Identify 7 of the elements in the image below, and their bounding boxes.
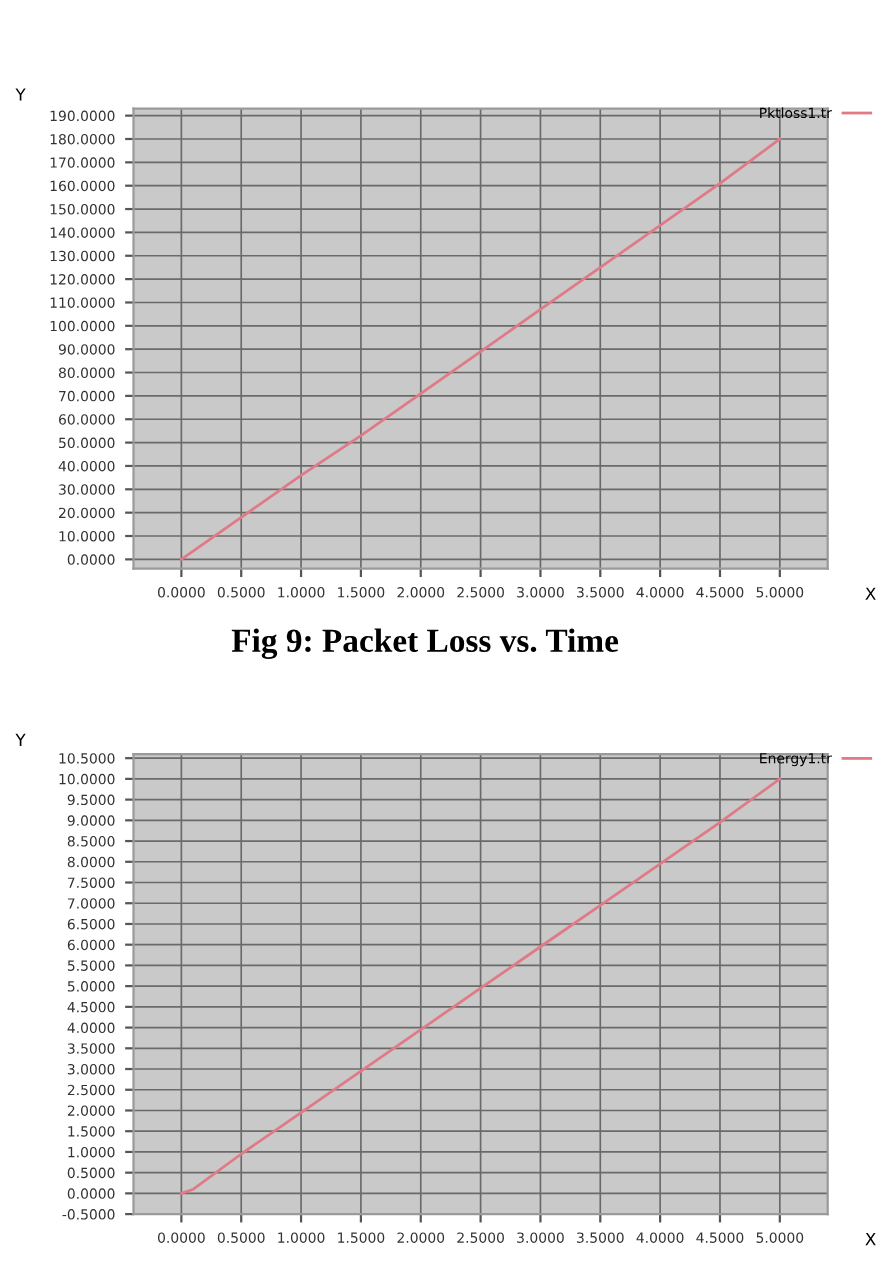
x-axis-title: X <box>865 587 876 600</box>
y-axis-title: Y <box>15 733 26 746</box>
line-series <box>179 137 782 561</box>
y-axis-title: Y <box>15 88 26 101</box>
x-axis-title: X <box>865 1233 876 1246</box>
line-series <box>179 777 782 1195</box>
caption: Fig 9: Packet Loss vs. Time <box>231 628 619 660</box>
